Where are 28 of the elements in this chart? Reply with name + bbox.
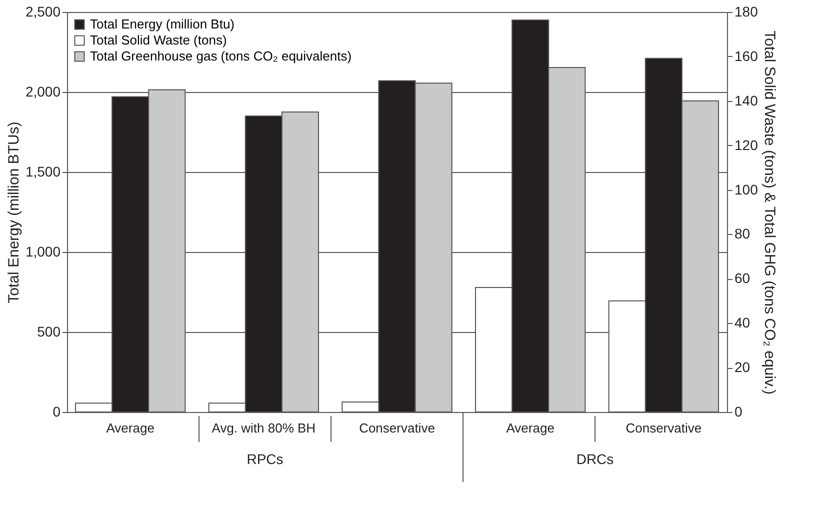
text: RPCs	[246, 451, 284, 467]
y2-tick-label: 100	[734, 181, 758, 198]
y2-tick-label: 20	[734, 359, 750, 376]
x-tick-label: Avg. with 80% BH	[212, 420, 316, 436]
y2-tick-label: 40	[734, 314, 750, 331]
x-tick-label: Average	[106, 420, 154, 436]
y2-tick-label: 180	[734, 4, 758, 20]
y2-tick-label: 60	[734, 270, 750, 286]
y-tick-label: 2,500	[25, 4, 61, 20]
y-tick-label: 1,000	[25, 244, 61, 260]
y2-tick-label: 120	[734, 136, 758, 153]
x-tick-label: Conservative	[626, 420, 702, 436]
y-tick-label: 500	[37, 324, 61, 340]
legend-label: Total Greenhouse gas (tons CO₂ equivalents)	[90, 48, 352, 64]
legend-label: Total Solid Waste (tons)	[90, 32, 227, 48]
y-tick-label: 0	[52, 404, 61, 420]
y-tick-label: 1,500	[25, 164, 61, 180]
text: DRCs	[576, 451, 614, 467]
x-tick-label: Conservative	[359, 420, 435, 436]
y2-tick-label: 140	[734, 92, 758, 108]
y2-tick-label: 160	[734, 48, 758, 64]
y-axis-title: Total Energy (million BTUs)	[5, 122, 22, 304]
x-tick-label: Average	[506, 420, 554, 436]
legend-label: Total Energy (million Btu)	[90, 16, 234, 32]
y2-axis-title: Total Solid Waste (tons) & Total GHG (tons CO₂ equiv.)	[760, 30, 778, 395]
y2-tick-label: 0	[734, 404, 742, 420]
y2-tick-label: 80	[734, 226, 750, 242]
y-tick-label: 2,000	[25, 84, 61, 100]
